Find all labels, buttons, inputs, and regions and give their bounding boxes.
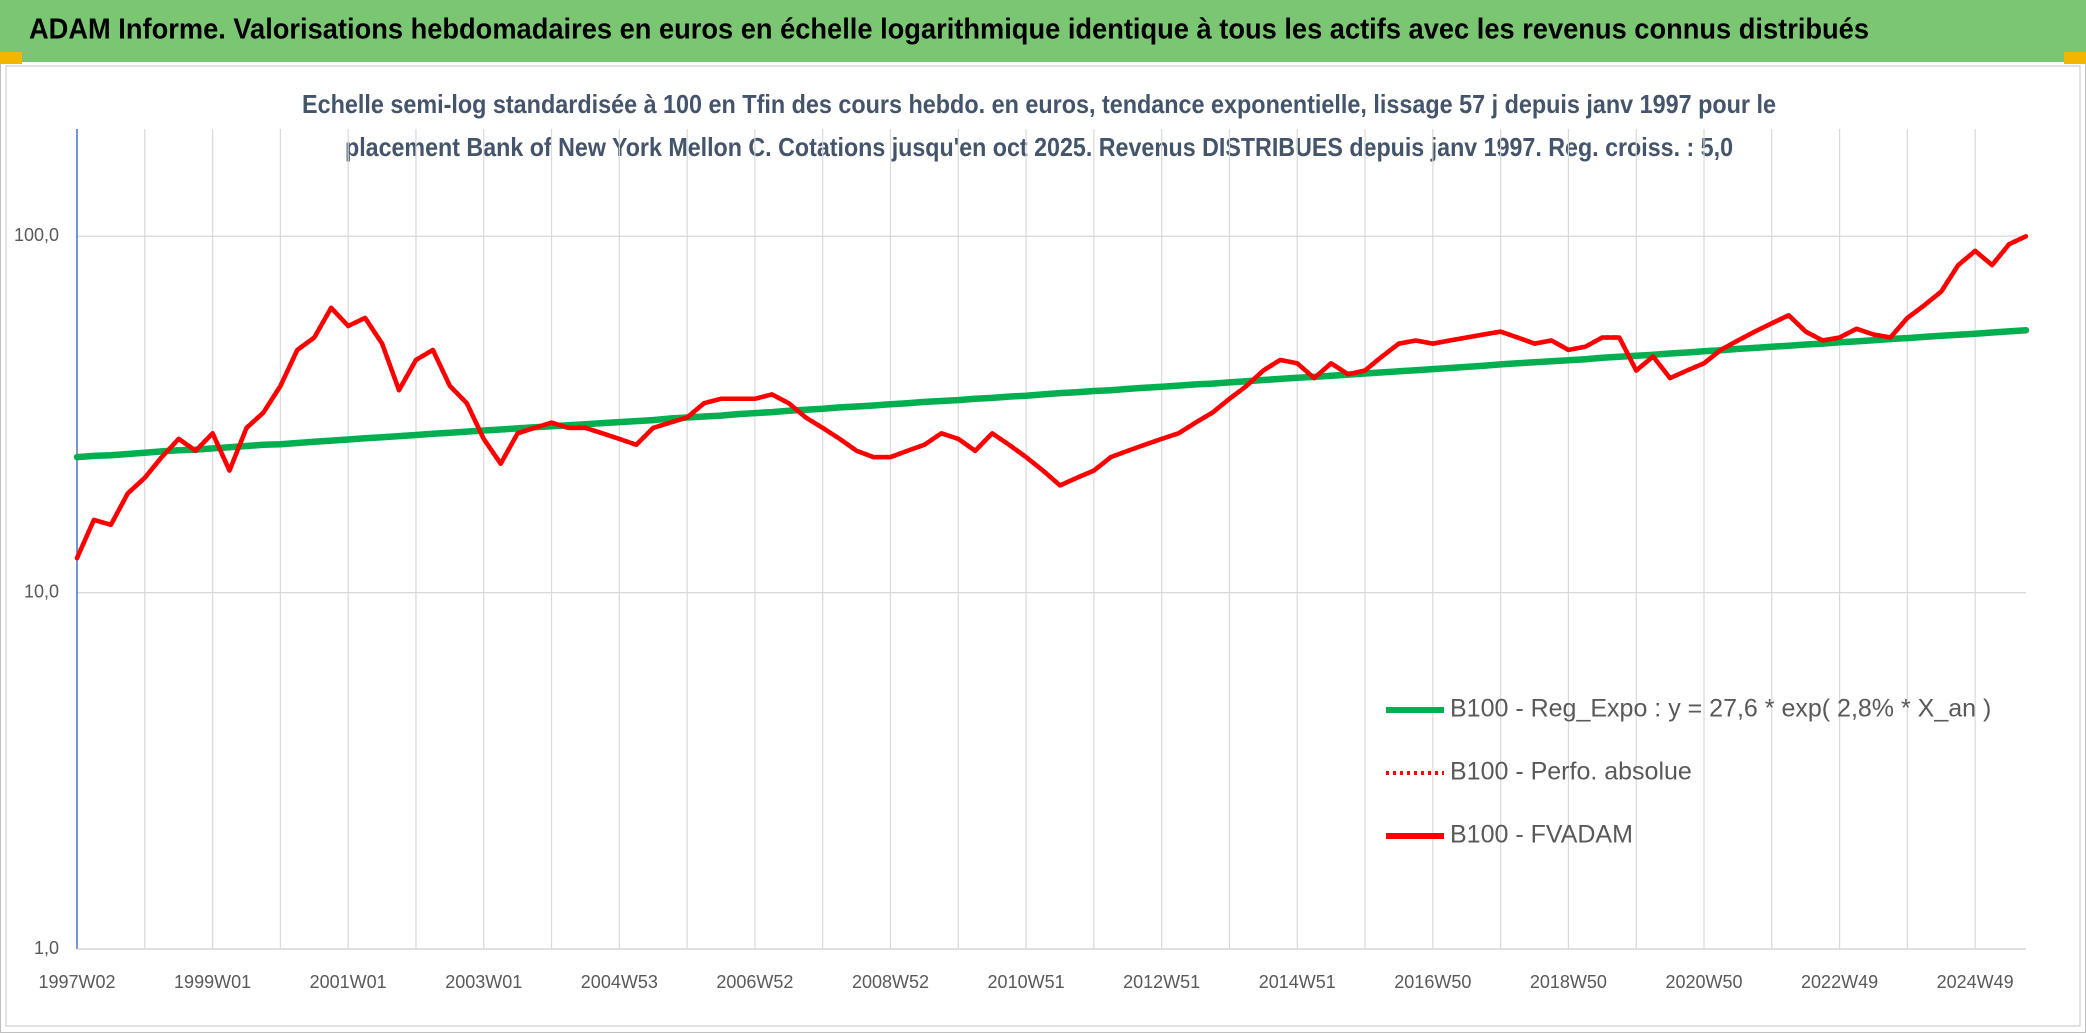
x-tick-label: 2010W51: [988, 972, 1065, 992]
x-tick-label: 2001W01: [310, 972, 387, 992]
x-tick-label: 2012W51: [1123, 972, 1200, 992]
x-tick-label: 2008W52: [852, 972, 929, 992]
series-line: [73, 326, 2030, 461]
y-tick-label: 100,0: [14, 225, 59, 245]
series-line: [74, 234, 2029, 561]
x-tick-label: 2003W01: [445, 972, 522, 992]
legend-label: B100 - FVADAM: [1450, 821, 1633, 849]
x-tick-label: 2004W53: [581, 972, 658, 992]
legend-label: B100 - Reg_Expo : y = 27,6 * exp( 2,8% *…: [1450, 695, 1991, 723]
x-tick-label: 2014W51: [1259, 972, 1336, 992]
chart-subtitle: placement Bank of New York Mellon C. Cot…: [345, 132, 1733, 162]
y-tick-label: 10,0: [24, 581, 59, 601]
corner-mark: [0, 52, 22, 64]
chart-title: ADAM Informe. Valorisations hebdomadaire…: [29, 14, 1869, 46]
x-tick-label: 2022W49: [1801, 972, 1878, 992]
chart-area: [5, 65, 2081, 1027]
x-tick-label: 2024W49: [1937, 972, 2014, 992]
x-tick-label: 2006W52: [716, 972, 793, 992]
title-bar: [0, 0, 2086, 62]
chart-subtitle: Echelle semi-log standardisée à 100 en T…: [302, 89, 1776, 119]
y-tick-label: 1,0: [34, 938, 59, 958]
x-tick-label: 1997W02: [38, 972, 115, 992]
x-tick-label: 2016W50: [1394, 972, 1471, 992]
x-tick-label: 2020W50: [1665, 972, 1742, 992]
x-tick-label: 1999W01: [174, 972, 251, 992]
legend-label: B100 - Perfo. absolue: [1450, 758, 1692, 786]
corner-mark: [2064, 52, 2086, 64]
x-tick-label: 2018W50: [1530, 972, 1607, 992]
